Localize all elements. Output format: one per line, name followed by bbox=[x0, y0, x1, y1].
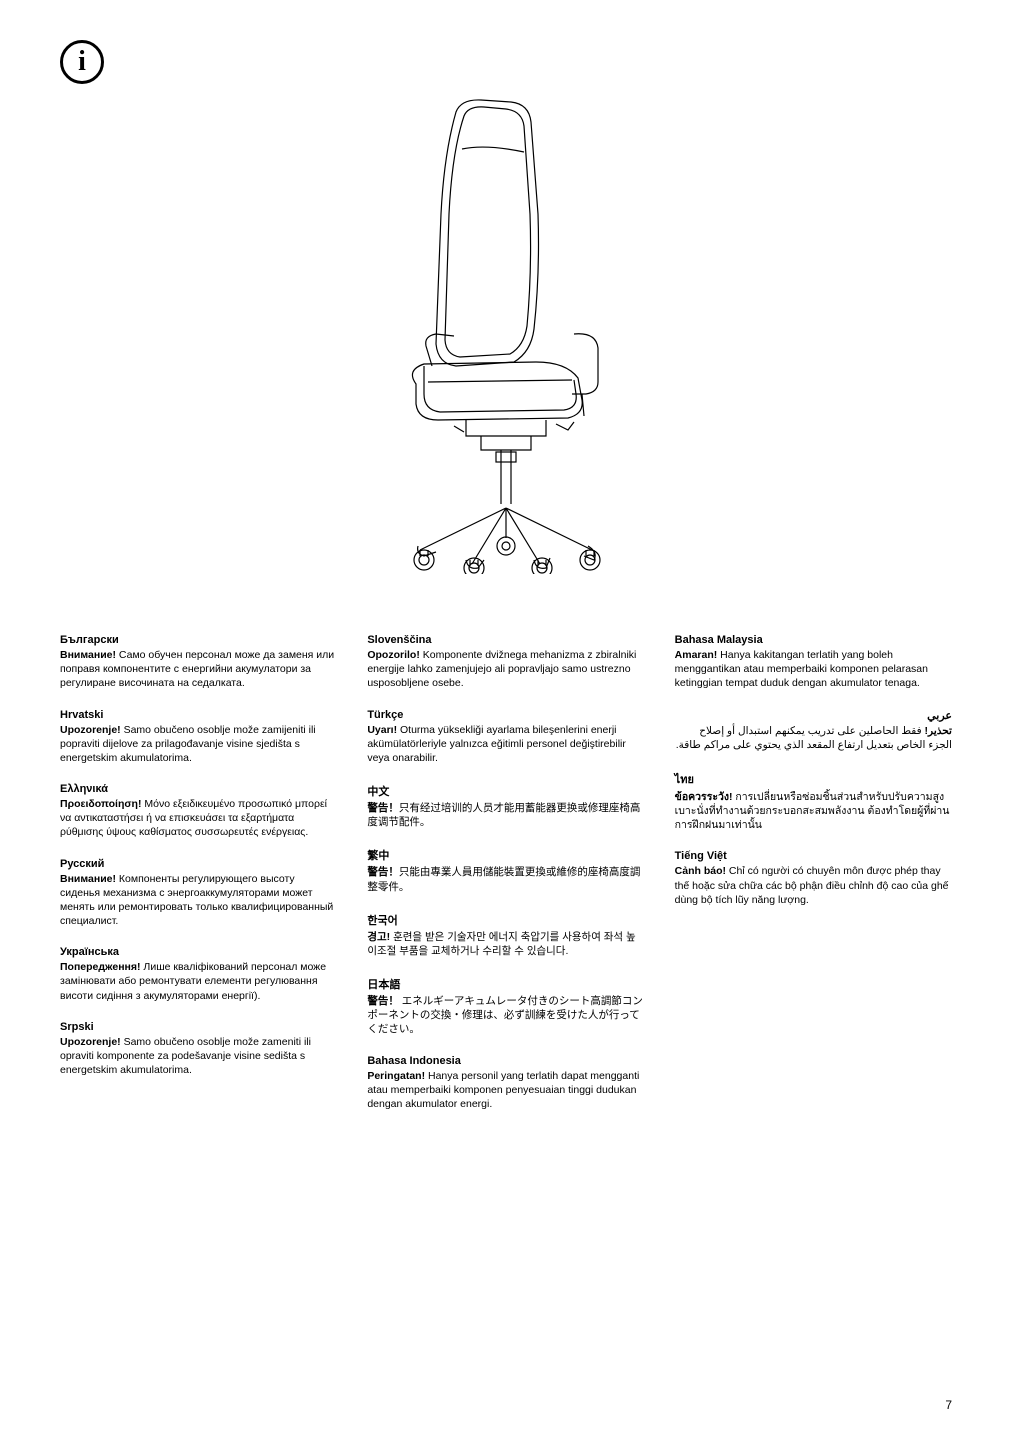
language-title: 한국어 bbox=[367, 912, 644, 928]
language-body: Upozorenje! Samo obučeno osoblje može za… bbox=[60, 1035, 337, 1078]
language-title: Türkçe bbox=[367, 709, 644, 721]
language-block: Bahasa Indonesia Peringatan! Hanya person… bbox=[367, 1055, 644, 1112]
language-body: Внимание! Компоненты регулирующего высот… bbox=[60, 872, 337, 929]
warning-text: エネルギーアキュムレータ付きのシート高調節コンポーネントの交換・修理は、必ず訓練… bbox=[367, 995, 643, 1035]
language-block: عربي تحذير! فقط الحاصلين على تدريب يمكنهم… bbox=[675, 709, 952, 752]
language-block: Български Внимание! Само обучен персонал … bbox=[60, 634, 337, 691]
language-block: 한국어경고! 훈련을 받은 기술자만 에너지 축압기를 사용하여 좌석 높이조절… bbox=[367, 912, 644, 958]
warning-label: Upozorenje! bbox=[60, 724, 121, 736]
language-columns: Български Внимание! Само обучен персонал … bbox=[60, 634, 952, 1129]
language-body: 경고! 훈련을 받은 기술자만 에너지 축압기를 사용하여 좌석 높이조절 부품… bbox=[367, 930, 644, 958]
language-title: 中文 bbox=[367, 783, 644, 799]
language-block: Русский Внимание! Компоненты регулирующег… bbox=[60, 858, 337, 929]
language-title: Български bbox=[60, 634, 337, 646]
chair-illustration bbox=[60, 94, 952, 574]
language-body: Cảnh báo! Chỉ có người có chuyên môn đượ… bbox=[675, 864, 952, 907]
language-title: Tiếng Việt bbox=[675, 850, 952, 862]
language-block: Türkçe Uyarı! Oturma yüksekliği ayarlama … bbox=[367, 709, 644, 766]
column-3: Bahasa Malaysia Amaran! Hanya kakitangan … bbox=[675, 634, 952, 1129]
language-block: 日本語警告！ エネルギーアキュムレータ付きのシート高調節コンポーネントの交換・修… bbox=[367, 976, 644, 1037]
language-title: Hrvatski bbox=[60, 709, 337, 721]
warning-label: Внимание! bbox=[60, 649, 116, 661]
language-body: 警告！ エネルギーアキュムレータ付きのシート高調節コンポーネントの交換・修理は、… bbox=[367, 994, 644, 1037]
language-title: Bahasa Indonesia bbox=[367, 1055, 644, 1067]
language-body: Попередження! Лише кваліфікований персон… bbox=[60, 960, 337, 1003]
language-title: Bahasa Malaysia bbox=[675, 634, 952, 646]
language-title: Українська bbox=[60, 946, 337, 958]
language-body: Amaran! Hanya kakitangan terlatih yang b… bbox=[675, 648, 952, 691]
warning-text: فقط الحاصلين على تدريب يمكنهم استبدال أو… bbox=[676, 725, 952, 751]
warning-label: 警告！ bbox=[367, 995, 399, 1007]
language-block: Srpski Upozorenje! Samo obučeno osoblje m… bbox=[60, 1021, 337, 1078]
language-body: Внимание! Само обучен персонал може да з… bbox=[60, 648, 337, 691]
language-block: Slovenščina Opozorilo! Komponente dvižneg… bbox=[367, 634, 644, 691]
language-block: ไทยข้อควรระวัง! การเปลี่ยนหรือซ่อมชิ้นส่… bbox=[675, 770, 952, 833]
language-body: Uyarı! Oturma yüksekliği ayarlama bileşe… bbox=[367, 723, 644, 766]
warning-text: 只能由專業人員用儲能裝置更換或維修的座椅高度調整零件。 bbox=[367, 866, 640, 892]
warning-label: Amaran! bbox=[675, 649, 718, 661]
warning-text: 只有经过培训的人员才能用蓄能器更换或修理座椅高度调节配件。 bbox=[367, 802, 640, 828]
language-title: Srpski bbox=[60, 1021, 337, 1033]
warning-label: Upozorenje! bbox=[60, 1036, 121, 1048]
language-body: ข้อควรระวัง! การเปลี่ยนหรือซ่อมชิ้นส่วนส… bbox=[675, 790, 952, 833]
language-title: 日本語 bbox=[367, 976, 644, 992]
warning-label: ข้อควรระวัง! bbox=[675, 791, 733, 803]
language-title: Русский bbox=[60, 858, 337, 870]
warning-label: 경고! bbox=[367, 931, 390, 943]
warning-text: 훈련을 받은 기술자만 에너지 축압기를 사용하여 좌석 높이조절 부품을 교체… bbox=[367, 931, 635, 957]
language-title: Ελληνικά bbox=[60, 783, 337, 795]
info-icon: i bbox=[60, 40, 104, 84]
language-block: 中文警告！只有经过培训的人员才能用蓄能器更换或修理座椅高度调节配件。 bbox=[367, 783, 644, 829]
warning-label: Попередження! bbox=[60, 961, 141, 973]
warning-label: Uyarı! bbox=[367, 724, 397, 736]
language-body: 警告！只有经过培训的人员才能用蓄能器更换或修理座椅高度调节配件。 bbox=[367, 801, 644, 829]
warning-label: 警告！ bbox=[367, 866, 399, 878]
warning-label: Peringatan! bbox=[367, 1070, 425, 1082]
warning-label: Opozorilo! bbox=[367, 649, 420, 661]
language-title: ไทย bbox=[675, 770, 952, 788]
warning-label: Внимание! bbox=[60, 873, 116, 885]
page-number: 7 bbox=[945, 1398, 952, 1412]
warning-label: تحذير! bbox=[925, 725, 952, 737]
warning-label: Cảnh báo! bbox=[675, 865, 726, 877]
language-block: Українська Попередження! Лише кваліфікова… bbox=[60, 946, 337, 1003]
language-block: Hrvatski Upozorenje! Samo obučeno osoblje… bbox=[60, 709, 337, 766]
language-block: 繁中警告！只能由專業人員用儲能裝置更換或維修的座椅高度調整零件。 bbox=[367, 847, 644, 893]
language-title: عربي bbox=[675, 709, 952, 722]
warning-label: Προειδοποίηση! bbox=[60, 798, 141, 810]
language-block: Tiếng Việt Cảnh báo! Chỉ có người có chuy… bbox=[675, 850, 952, 907]
language-body: Προειδοποίηση! Μόνο εξειδικευμένο προσωπ… bbox=[60, 797, 337, 840]
language-title: 繁中 bbox=[367, 847, 644, 863]
language-body: Peringatan! Hanya personil yang terlatih… bbox=[367, 1069, 644, 1112]
language-body: Opozorilo! Komponente dvižnega mehanizma… bbox=[367, 648, 644, 691]
language-body: Upozorenje! Samo obučeno osoblje može za… bbox=[60, 723, 337, 766]
warning-label: 警告！ bbox=[367, 802, 399, 814]
language-block: Ελληνικά Προειδοποίηση! Μόνο εξειδικευμέν… bbox=[60, 783, 337, 840]
language-body: تحذير! فقط الحاصلين على تدريب يمكنهم است… bbox=[675, 724, 952, 752]
language-title: Slovenščina bbox=[367, 634, 644, 646]
language-body: 警告！只能由專業人員用儲能裝置更換或維修的座椅高度調整零件。 bbox=[367, 865, 644, 893]
warning-text: Oturma yüksekliği ayarlama bileşenlerini… bbox=[367, 724, 626, 764]
language-block: Bahasa Malaysia Amaran! Hanya kakitangan … bbox=[675, 634, 952, 691]
column-1: Български Внимание! Само обучен персонал … bbox=[60, 634, 337, 1129]
column-2: Slovenščina Opozorilo! Komponente dvižneg… bbox=[367, 634, 644, 1129]
